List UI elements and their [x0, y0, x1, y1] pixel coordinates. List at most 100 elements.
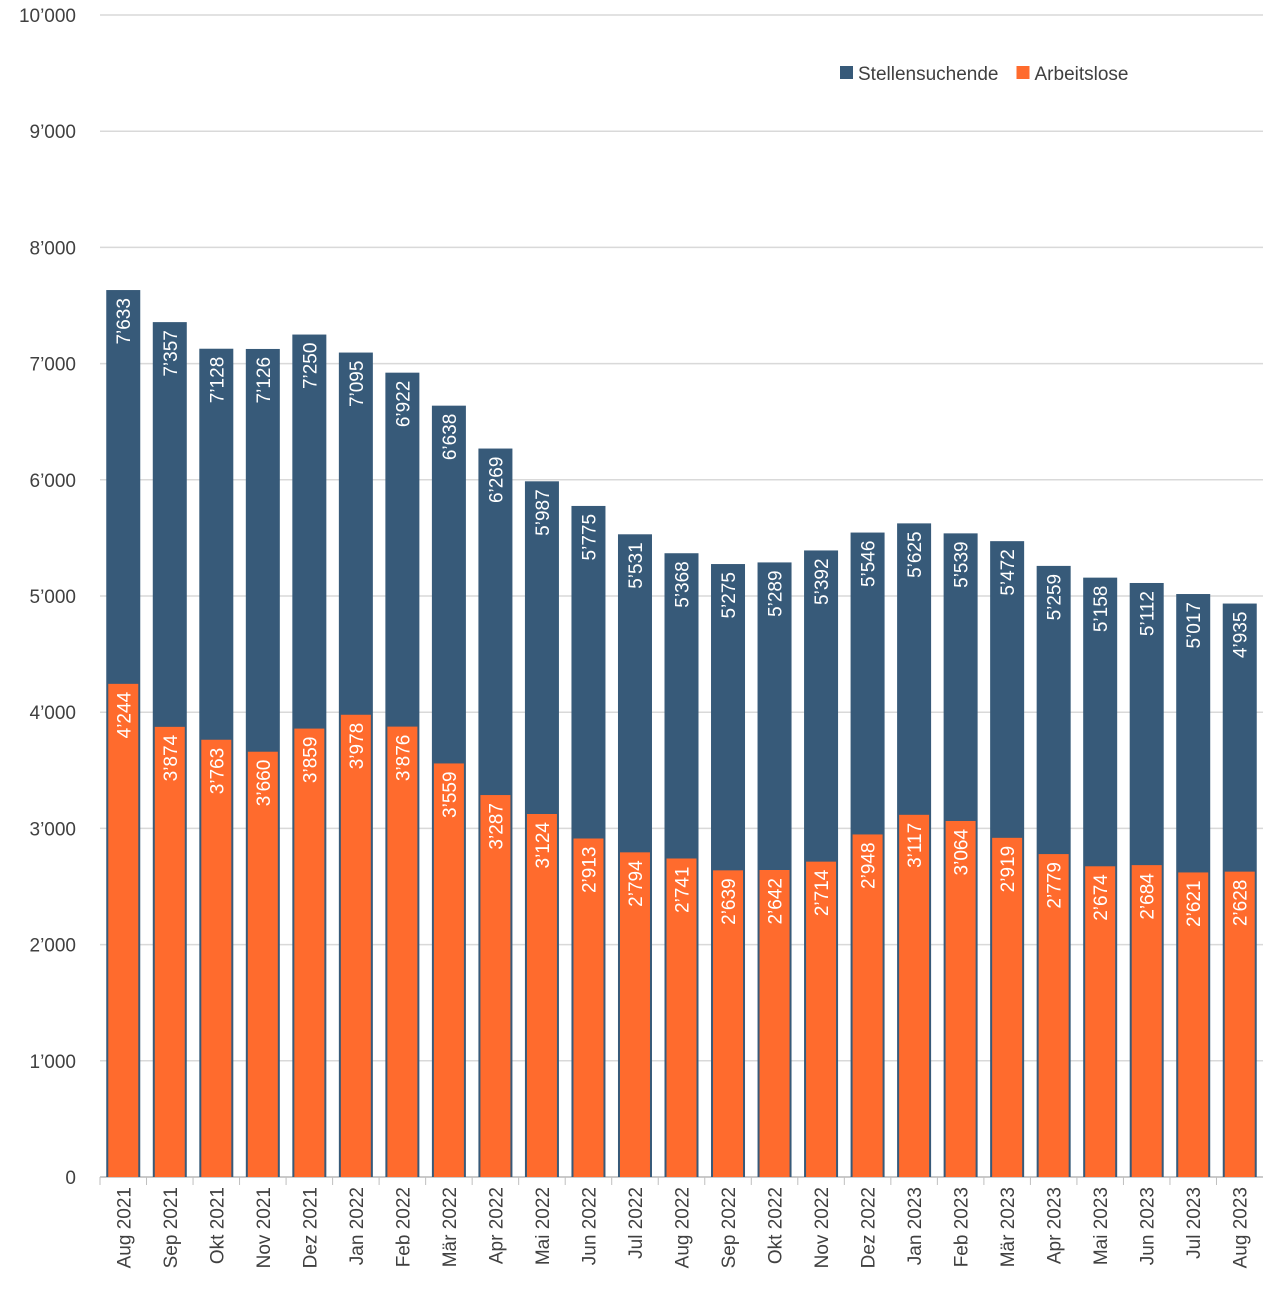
x-tick-label: Aug 2022: [673, 1187, 694, 1268]
data-label: 5’158: [1091, 586, 1112, 633]
data-label: 6’269: [486, 457, 507, 504]
bar: [713, 870, 744, 1177]
x-tick-label: Nov 2022: [812, 1187, 833, 1268]
bar: [340, 714, 371, 1177]
legend-label: Arbeitslose: [1035, 64, 1129, 85]
data-label: 2’621: [1184, 880, 1205, 927]
y-tick-label: 1’000: [30, 1052, 77, 1073]
y-tick-label: 3’000: [30, 819, 77, 840]
data-label: 2’642: [766, 878, 787, 925]
data-label: 6’922: [393, 381, 414, 428]
bar: [759, 869, 790, 1177]
y-tick-label: 6’000: [30, 471, 77, 492]
bar: [387, 726, 418, 1177]
data-label: 7’633: [114, 298, 135, 345]
y-tick-label: 7’000: [30, 355, 77, 376]
data-label: 5’775: [579, 514, 600, 561]
data-label: 5’539: [952, 541, 973, 588]
x-tick-label: Aug 2023: [1231, 1187, 1252, 1268]
bar: [201, 739, 232, 1177]
data-label: 5’112: [1138, 591, 1159, 636]
x-tick-label: Jan 2023: [905, 1187, 926, 1265]
data-label: 2’674: [1091, 874, 1112, 921]
data-label: 5’987: [533, 489, 554, 536]
data-label: 3’117: [905, 823, 926, 868]
data-label: 7’095: [347, 361, 368, 408]
data-label: 7’128: [207, 357, 228, 404]
data-label: 2’919: [998, 846, 1019, 893]
data-label: 5’275: [719, 572, 740, 619]
x-tick-label: Jan 2022: [347, 1187, 368, 1265]
data-label: 2’779: [1045, 862, 1066, 909]
x-tick-label: Sep 2021: [161, 1187, 182, 1268]
data-label: 5’259: [1045, 574, 1066, 621]
legend-label: Stellensuchende: [858, 64, 999, 85]
y-tick-label: 2’000: [30, 936, 77, 957]
data-label: 3’559: [440, 771, 461, 818]
x-tick-label: Okt 2022: [766, 1187, 787, 1264]
y-tick-label: 4’000: [30, 703, 77, 724]
data-label: 2’714: [812, 869, 833, 916]
bar: [526, 813, 557, 1177]
data-label: 5’472: [998, 549, 1019, 596]
data-label: 2’628: [1231, 880, 1252, 927]
y-tick-label: 5’000: [30, 587, 77, 608]
data-label: 3’876: [393, 735, 414, 782]
legend-swatch: [840, 66, 853, 79]
data-label: 7’250: [300, 343, 321, 390]
bar: [1085, 866, 1116, 1177]
data-label: 4’244: [114, 691, 135, 738]
data-label: 2’794: [626, 860, 647, 907]
data-label: 3’064: [952, 829, 973, 876]
data-label: 2’684: [1138, 873, 1159, 920]
bar: [806, 861, 837, 1177]
bar: [247, 751, 278, 1177]
data-label: 3’124: [533, 822, 554, 869]
data-label: 6’638: [440, 414, 461, 461]
x-tick-label: Mai 2023: [1091, 1187, 1112, 1265]
x-tick-label: Dez 2021: [300, 1187, 321, 1268]
data-label: 5’531: [626, 542, 647, 589]
bar: [666, 858, 697, 1177]
bar: [899, 814, 930, 1177]
data-label: 2’913: [579, 847, 600, 894]
x-tick-label: Jul 2023: [1184, 1187, 1205, 1259]
x-tick-label: Apr 2022: [486, 1187, 507, 1264]
data-label: 5’625: [905, 531, 926, 578]
data-label: 2’948: [859, 842, 880, 889]
bar: [992, 837, 1023, 1177]
y-tick-label: 10’000: [19, 6, 76, 27]
y-tick-label: 9’000: [30, 122, 77, 143]
bar: [480, 795, 511, 1177]
bar: [294, 728, 325, 1177]
data-label: 2’741: [673, 866, 694, 913]
x-tick-label: Dez 2022: [859, 1187, 880, 1268]
data-label: 3’978: [347, 723, 368, 770]
bar: [619, 852, 650, 1177]
data-label: 5’392: [812, 558, 833, 605]
x-tick-label: Mär 2023: [998, 1187, 1019, 1267]
bar: [573, 838, 604, 1177]
legend-swatch: [1016, 66, 1030, 79]
data-label: 3’287: [486, 803, 507, 850]
data-label: 3’874: [161, 734, 182, 781]
data-label: 4’935: [1231, 612, 1252, 659]
bar: [108, 683, 139, 1177]
x-tick-label: Okt 2021: [207, 1187, 228, 1264]
x-tick-label: Feb 2023: [952, 1187, 973, 1267]
x-tick-label: Nov 2021: [254, 1187, 275, 1268]
data-label: 7’357: [161, 330, 182, 377]
data-label: 5’017: [1184, 602, 1205, 649]
y-tick-label: 0: [65, 1168, 76, 1189]
data-label: 3’763: [207, 748, 228, 795]
bar: [945, 820, 976, 1177]
bar: [1178, 872, 1209, 1177]
data-label: 3’859: [300, 737, 321, 784]
x-tick-label: Jun 2023: [1138, 1187, 1159, 1265]
data-label: 2’639: [719, 878, 740, 925]
x-tick-label: Jun 2022: [579, 1187, 600, 1265]
bar: [1131, 865, 1162, 1177]
x-tick-label: Jul 2022: [626, 1187, 647, 1259]
data-label: 7’126: [254, 357, 275, 404]
